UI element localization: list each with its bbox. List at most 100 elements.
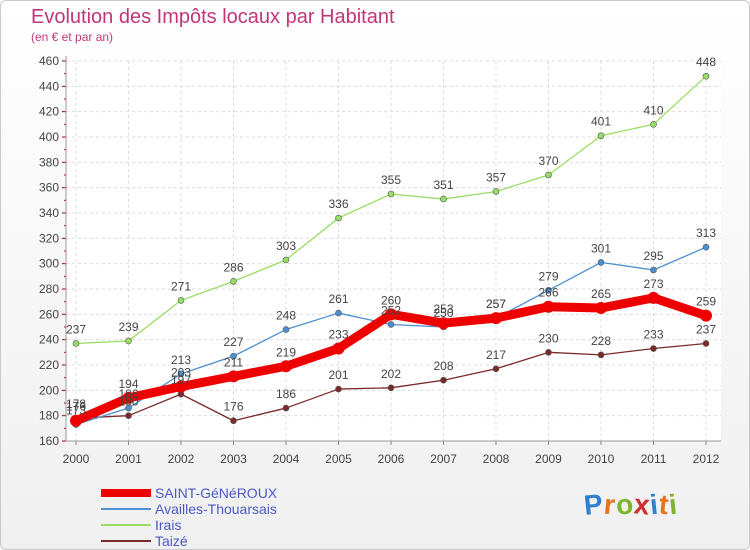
x-tick-label: 2001 — [115, 452, 142, 466]
data-label: 271 — [171, 279, 191, 293]
y-tick-label: 160 — [39, 434, 59, 448]
data-label: 336 — [328, 197, 348, 211]
y-tick-label: 180 — [39, 409, 59, 423]
data-point — [72, 340, 80, 347]
data-point — [387, 321, 395, 328]
data-label: 351 — [433, 178, 453, 192]
proxiti-logo: Proxiti — [582, 488, 679, 521]
y-tick-label: 240 — [39, 333, 59, 347]
y-tick-label: 220 — [39, 358, 59, 372]
data-label: 217 — [486, 348, 506, 362]
data-point — [650, 266, 657, 274]
legend-label: Availles-Thouarsais — [155, 501, 277, 517]
data-point — [702, 340, 710, 347]
data-label: 355 — [381, 173, 401, 187]
data-point — [650, 345, 657, 352]
legend: SAINT-GéNéROUX Availles-Thouarsais Irais Ta… — [101, 485, 361, 549]
data-point — [440, 376, 447, 384]
data-label: 180 — [118, 395, 138, 409]
data-label: 219 — [276, 345, 296, 359]
data-label: 237 — [696, 322, 716, 336]
x-tick-label: 2006 — [378, 452, 405, 466]
data-point — [702, 243, 710, 251]
data-point — [387, 190, 395, 198]
data-label: 186 — [276, 387, 296, 401]
data-point — [282, 326, 290, 333]
data-point — [492, 365, 500, 373]
data-point — [335, 214, 342, 222]
data-point — [70, 414, 82, 427]
x-tick-label: 2002 — [168, 452, 195, 466]
data-point — [125, 404, 132, 412]
data-label: 410 — [643, 103, 663, 117]
line-chart: 160 180 200 220 240 260 280 300 320 340 360 380 400 4… — [39, 54, 721, 466]
data-point — [335, 385, 342, 393]
x-tick-label: 2011 — [641, 452, 667, 466]
data-point — [545, 286, 552, 294]
data-label: 173 — [66, 404, 86, 418]
data-point — [387, 384, 395, 392]
x-tick-label: 2007 — [430, 452, 457, 466]
data-label: 178 — [66, 397, 86, 411]
data-label: 176 — [66, 400, 86, 414]
data-point — [230, 352, 237, 360]
data-label: 233 — [643, 328, 663, 342]
data-label: 279 — [538, 269, 558, 283]
data-point — [230, 417, 237, 425]
data-point — [282, 404, 290, 412]
y-tick-label: 340 — [39, 206, 59, 220]
y-tick-label: 280 — [39, 282, 59, 296]
data-label: 213 — [171, 353, 191, 367]
data-point — [385, 308, 397, 321]
legend-swatch — [101, 508, 151, 510]
y-tick-label: 420 — [39, 105, 59, 119]
data-label: 237 — [66, 322, 86, 336]
data-label: 248 — [276, 309, 296, 323]
y-tick-label: 360 — [39, 181, 59, 195]
legend-item: Taizé — [101, 533, 361, 549]
data-point — [332, 342, 345, 355]
data-point — [282, 256, 290, 264]
x-tick-label: 2004 — [273, 452, 300, 466]
data-label: 357 — [486, 170, 506, 184]
y-tick-label: 440 — [39, 79, 59, 93]
data-label: 257 — [486, 297, 506, 311]
x-tick-label: 2005 — [325, 452, 352, 466]
data-point — [437, 317, 450, 330]
data-point — [597, 132, 605, 140]
data-label: 448 — [696, 55, 716, 69]
data-point — [542, 300, 555, 313]
chart-subtitle: (en € et par an) — [31, 30, 114, 44]
data-label: 303 — [276, 239, 296, 253]
data-label: 286 — [223, 260, 243, 274]
data-point — [230, 278, 237, 285]
data-label: 239 — [118, 320, 138, 334]
x-tick-label: 2000 — [63, 452, 90, 466]
x-tick-label: 2009 — [535, 452, 562, 466]
data-label: 265 — [591, 287, 611, 301]
legend-item: Irais — [101, 517, 361, 533]
data-label: 203 — [171, 366, 191, 380]
legend-item: SAINT-GéNéROUX — [101, 485, 361, 501]
y-tick-label: 200 — [39, 383, 59, 397]
y-tick-label: 460 — [39, 54, 59, 68]
data-point — [700, 309, 712, 322]
legend-item: Availles-Thouarsais — [101, 501, 361, 517]
data-label: 261 — [328, 292, 348, 306]
legend-label: Taizé — [155, 533, 188, 549]
data-label: 230 — [538, 331, 558, 345]
data-label: 253 — [433, 302, 453, 316]
legend-swatch — [101, 540, 151, 542]
data-point — [492, 188, 500, 195]
legend-swatch — [101, 489, 151, 497]
data-point — [440, 195, 447, 203]
data-label: 211 — [224, 355, 243, 369]
data-label: 194 — [118, 377, 138, 391]
data-point — [175, 380, 187, 393]
data-label: 301 — [591, 241, 611, 255]
legend-label: Irais — [155, 517, 182, 533]
data-label: 176 — [223, 400, 243, 414]
data-point — [335, 309, 342, 317]
data-label: 233 — [328, 328, 348, 342]
x-tick-label: 2010 — [588, 452, 615, 466]
